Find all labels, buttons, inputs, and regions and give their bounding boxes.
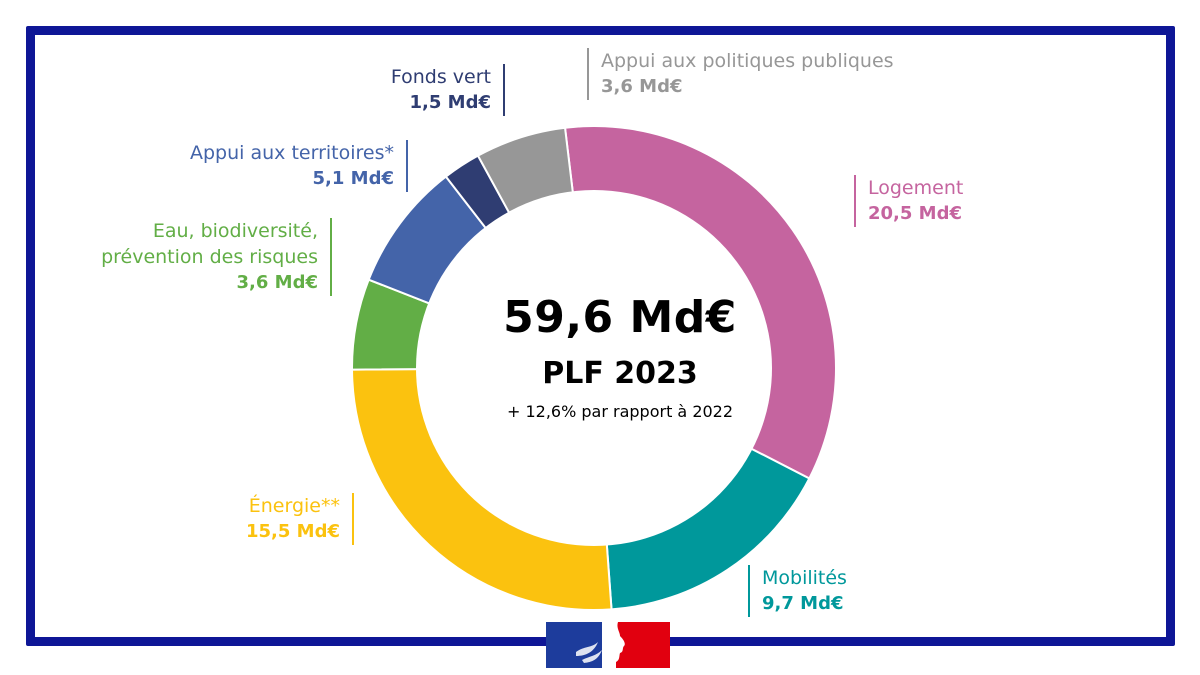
label-territoires: Appui aux territoires* 5,1 Md€ [190, 140, 408, 192]
label-eau-name-line2: prévention des risques [101, 246, 318, 268]
label-appui-politiques-value: 3,6 Md€ [601, 76, 683, 97]
marianne-logo [546, 622, 670, 668]
label-energie-name: Énergie** [248, 495, 340, 517]
label-territoires-value: 5,1 Md€ [312, 168, 394, 189]
label-fonds-vert-value: 1,5 Md€ [409, 92, 491, 113]
center-note: + 12,6% par rapport à 2022 [506, 402, 734, 421]
label-logement-name: Logement [868, 177, 964, 199]
label-mobilites-value: 9,7 Md€ [762, 593, 844, 614]
label-energie: Énergie** 15,5 Md€ [246, 493, 354, 545]
label-logement: Logement 20,5 Md€ [854, 175, 963, 227]
label-appui-politiques: Appui aux politiques publiques 3,6 Md€ [587, 48, 894, 100]
center-subtitle: PLF 2023 [542, 356, 698, 391]
label-territoires-name: Appui aux territoires* [190, 142, 394, 164]
donut-hole [416, 190, 772, 546]
label-appui-politiques-name: Appui aux politiques publiques [601, 50, 894, 72]
label-eau-name-line1: Eau, biodiversité, [152, 220, 318, 242]
label-mobilites-name: Mobilités [762, 567, 847, 589]
label-energie-value: 15,5 Md€ [246, 521, 340, 542]
label-eau-value: 3,6 Md€ [236, 272, 318, 293]
label-fonds-vert: Fonds vert 1,5 Md€ [391, 64, 505, 116]
label-mobilites: Mobilités 9,7 Md€ [748, 565, 847, 617]
label-fonds-vert-name: Fonds vert [390, 66, 491, 88]
label-logement-value: 20,5 Md€ [868, 203, 962, 224]
center-total: 59,6 Md€ [503, 292, 737, 343]
label-eau: Eau, biodiversité, prévention des risque… [101, 218, 332, 296]
